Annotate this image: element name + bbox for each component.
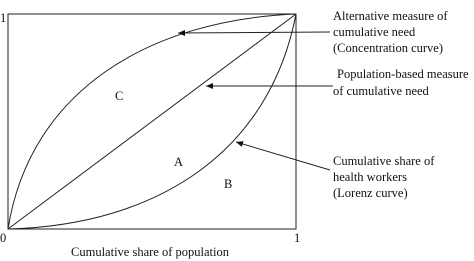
annotation-line: (Concentration curve) <box>333 41 443 55</box>
x-right-label: 1 <box>294 231 300 245</box>
arrow <box>177 29 331 36</box>
equality-line <box>7 13 297 230</box>
annotation-line: cumulative need <box>333 25 416 39</box>
lorenz-curve <box>7 13 297 230</box>
annotation-line: Cumulative share of <box>333 154 435 168</box>
region-label: C <box>115 89 123 103</box>
annotation-line: health workers <box>333 170 407 184</box>
x-axis-title: Cumulative share of population <box>71 245 230 259</box>
region-label: A <box>174 155 183 169</box>
region-label: B <box>224 177 232 191</box>
concentration-curve <box>7 13 297 230</box>
arrow <box>235 141 331 171</box>
annotation-line: Alternative measure of <box>333 9 448 23</box>
y-top-label: 1 <box>0 11 6 25</box>
annotation-line: (Lorenz curve) <box>333 186 408 200</box>
frame <box>7 13 297 230</box>
origin-label: 0 <box>0 231 6 245</box>
annotation-line: Population-based measure <box>337 67 469 81</box>
annotation-line: of cumulative need <box>333 84 430 98</box>
